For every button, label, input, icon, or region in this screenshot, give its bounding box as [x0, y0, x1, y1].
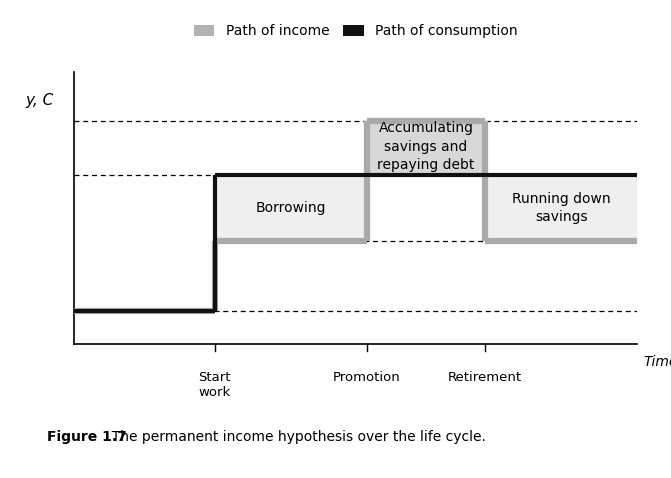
Text: Running down
savings: Running down savings	[512, 192, 611, 224]
Bar	[485, 175, 637, 240]
Text: Figure 1.7: Figure 1.7	[47, 430, 127, 444]
Text: Time: Time	[643, 355, 671, 369]
Text: The permanent income hypothesis over the life cycle.: The permanent income hypothesis over the…	[103, 430, 486, 444]
Text: Promotion: Promotion	[333, 371, 401, 384]
Text: Accumulating
savings and
repaying debt: Accumulating savings and repaying debt	[377, 121, 475, 172]
Text: y, C: y, C	[26, 94, 54, 109]
Bar	[215, 175, 367, 240]
Legend: Path of income, Path of consumption: Path of income, Path of consumption	[188, 19, 523, 44]
Text: Retirement: Retirement	[448, 371, 522, 384]
Text: Borrowing: Borrowing	[256, 201, 326, 215]
Bar	[367, 121, 485, 175]
Text: Start
work: Start work	[199, 371, 231, 400]
